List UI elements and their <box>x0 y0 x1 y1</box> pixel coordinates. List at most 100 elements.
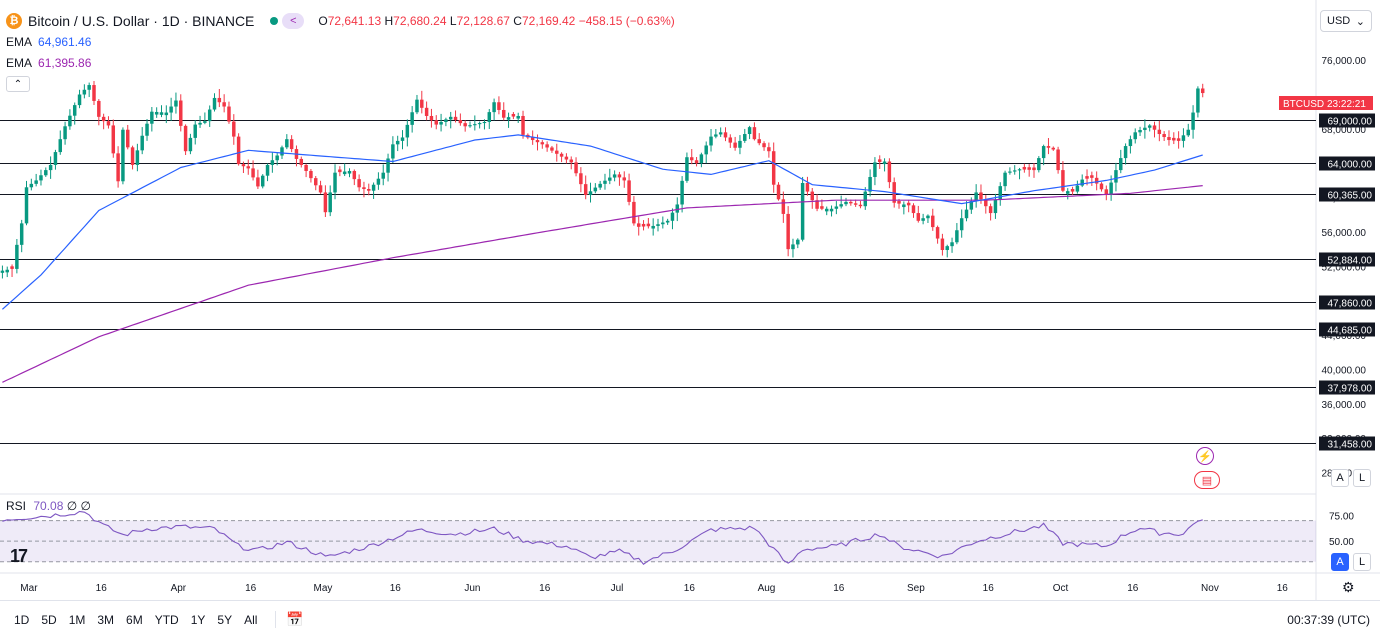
tradingview-logo[interactable]: 17 <box>10 546 28 566</box>
collapse-legend-button[interactable]: ⌃ <box>6 76 30 92</box>
candle-body <box>1037 158 1041 171</box>
candle <box>1172 132 1176 145</box>
candle <box>728 134 733 148</box>
range-1m[interactable]: 1M <box>68 612 86 627</box>
range-1d[interactable]: 1D <box>14 612 30 627</box>
candle <box>106 116 111 129</box>
bitcoin-icon: ₿ <box>6 13 22 29</box>
range-ytd[interactable]: YTD <box>154 612 179 627</box>
auto-scale-button[interactable]: A <box>1331 469 1349 487</box>
range-5y[interactable]: 5Y <box>217 612 233 627</box>
candle <box>1066 188 1070 200</box>
candle-body <box>333 172 337 193</box>
candle <box>285 134 289 150</box>
candle-body <box>555 150 559 154</box>
horizontal-levels <box>0 120 1316 444</box>
candle <box>1167 130 1171 146</box>
lightning-event-icon[interactable]: ⚡ <box>1196 447 1214 465</box>
range-1y[interactable]: 1Y <box>190 612 206 627</box>
candle-body <box>1094 177 1099 184</box>
gear-icon[interactable]: ⚙ <box>1342 579 1355 595</box>
level-label: 52,884.00 <box>1328 256 1373 267</box>
candle <box>44 167 48 177</box>
candle-body <box>487 112 492 122</box>
candle-body <box>391 144 395 159</box>
candle-body <box>420 99 424 108</box>
log-scale-button[interactable]: L <box>1353 469 1371 487</box>
candle <box>665 218 670 225</box>
candle-body <box>1167 137 1171 141</box>
ema-slow-legend[interactable]: EMA 61,395.86 <box>6 54 675 72</box>
candle-body <box>574 162 578 174</box>
calendar-icon[interactable]: 📅 <box>275 611 304 628</box>
candle-body <box>492 102 496 113</box>
candle <box>1123 143 1128 165</box>
candle <box>482 119 487 130</box>
rsi-auto-scale-button[interactable]: A <box>1331 553 1349 571</box>
range-all[interactable]: All <box>244 612 258 627</box>
candle <box>1191 105 1195 139</box>
candle-body <box>169 106 173 113</box>
candle <box>314 175 318 191</box>
candle-body <box>984 199 988 207</box>
level-label: 69,000.00 <box>1328 117 1373 128</box>
candle <box>882 158 887 172</box>
level-label: 37,978.00 <box>1328 384 1373 395</box>
low-label: L <box>449 14 457 28</box>
candle-body <box>926 215 930 219</box>
candle-body <box>260 175 265 187</box>
level-label-bg <box>1319 187 1375 202</box>
rsi-label: RSI <box>6 499 27 513</box>
candle <box>236 133 241 166</box>
candle-body <box>598 183 602 188</box>
currency-label: USD <box>1327 15 1351 27</box>
candle-body <box>646 223 651 227</box>
candle <box>1181 128 1186 148</box>
range-3m[interactable]: 3M <box>97 612 115 627</box>
candle <box>984 195 988 214</box>
candle <box>222 94 226 113</box>
range-5d[interactable]: 5D <box>41 612 57 627</box>
candle-body <box>1022 166 1027 170</box>
share-icon[interactable]: < <box>282 13 305 29</box>
candle <box>116 146 120 188</box>
candle-body <box>232 121 236 137</box>
candle <box>829 205 834 217</box>
candle-body <box>964 209 969 219</box>
high-value: 72,680.24 <box>393 14 447 28</box>
currency-select[interactable]: USD ⌄ <box>1320 10 1372 32</box>
candle <box>583 175 588 200</box>
candle-body <box>651 225 655 229</box>
last-price-countdown: 23:22:21 <box>1327 99 1366 110</box>
candle <box>1037 156 1041 173</box>
candle-body <box>878 159 882 162</box>
candle-body <box>34 180 38 184</box>
ema-fast-legend[interactable]: EMA 64,961.46 <box>6 33 675 51</box>
candle <box>911 203 916 218</box>
candle-body <box>116 153 120 182</box>
range-6m[interactable]: 6M <box>126 612 143 627</box>
rsi-legend[interactable]: RSI 70.08 ∅ ∅ <box>6 499 91 513</box>
candle-body <box>834 206 839 209</box>
candle-body <box>887 161 892 183</box>
symbol-title[interactable]: Bitcoin / U.S. Dollar · 1D · BINANCE <box>28 13 255 29</box>
candle <box>776 182 781 201</box>
candle <box>752 122 757 141</box>
us-flag-event-icon[interactable]: ▤ <box>1194 471 1220 489</box>
candle <box>964 201 969 222</box>
candle-body <box>940 238 945 251</box>
candle <box>810 187 814 209</box>
candle <box>718 127 723 137</box>
candle <box>188 133 193 155</box>
candle <box>680 176 684 213</box>
rsi-log-scale-button[interactable]: L <box>1353 553 1371 571</box>
change-value: −458.15 (−0.63%) <box>578 14 675 28</box>
candle-body <box>1114 170 1118 183</box>
candle-body <box>357 179 361 188</box>
utc-clock[interactable]: 00:37:39 (UTC) <box>1287 612 1370 627</box>
candle <box>598 180 602 190</box>
candle <box>487 109 492 130</box>
chart-legend: ₿ Bitcoin / U.S. Dollar · 1D · BINANCE <… <box>6 12 675 92</box>
level-label: 47,860.00 <box>1328 299 1373 310</box>
candle-body <box>728 137 733 143</box>
